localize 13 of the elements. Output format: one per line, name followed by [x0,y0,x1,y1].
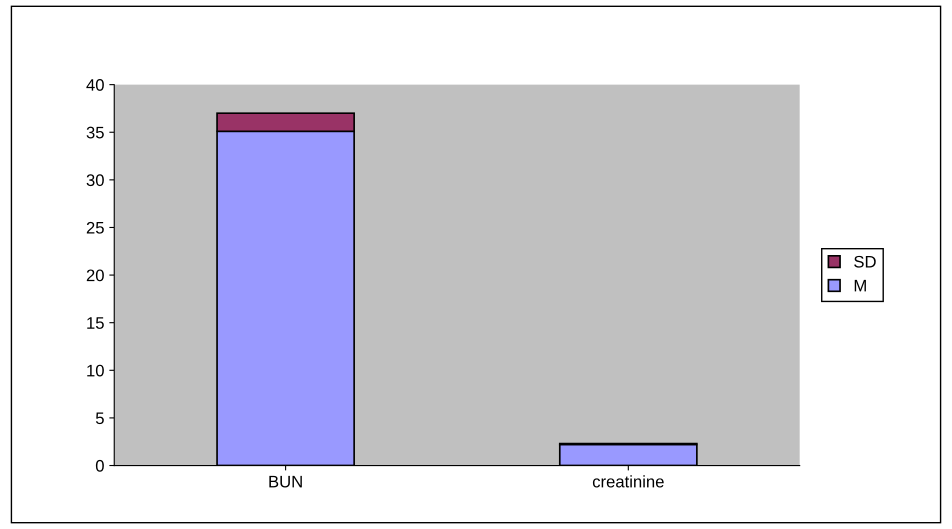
y-tick-label: 25 [86,222,104,234]
legend-label: M [854,280,866,292]
y-tick-label: 15 [87,317,104,329]
y-tick-label: 30 [86,174,104,186]
y-tick-label: 5 [96,412,104,424]
y-tick-label: 40 [86,79,104,91]
y-tick-label: 20 [86,269,104,282]
y-tick-label: 35 [86,126,104,138]
x-tick-label: BUN [269,476,302,488]
y-tick-label: 10 [87,364,104,377]
y-tick-label: 0 [96,460,104,472]
x-tick-label: creatinine [592,475,664,488]
legend-label: SD [854,256,876,268]
